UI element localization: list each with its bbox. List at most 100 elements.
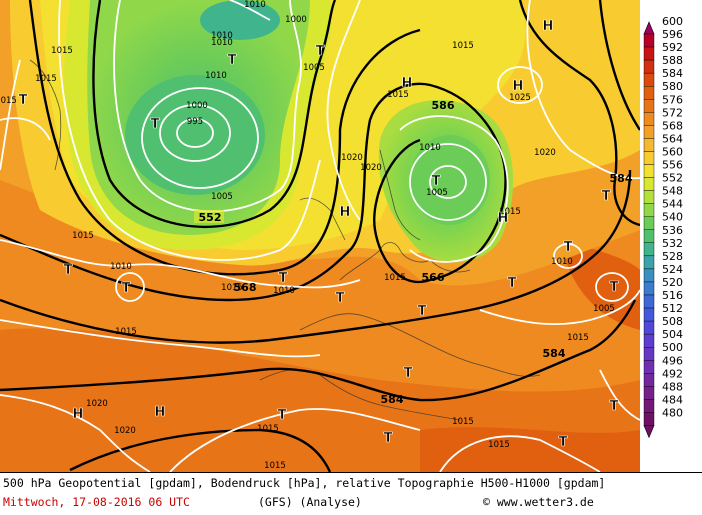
isobar-label: 1015 [72,231,94,241]
isobar-label: 1010 [244,0,266,10]
scale-tick-label: 576 [662,93,683,106]
isobar-label: 1010 [211,31,233,41]
scale-tick-label: 516 [662,289,683,302]
scale-tick-label: 540 [662,211,683,224]
isobar-label: 1020 [86,399,108,409]
isobar-label: 1015 [488,440,510,450]
scale-swatch [643,268,655,283]
scale-swatch [643,294,655,309]
low-pressure-marker: T [508,276,517,291]
scale-swatch [643,59,655,74]
high-pressure-marker: H [155,405,166,420]
low-pressure-marker: T [404,366,413,381]
weather-map: 1010 1000 1010 1010 1015 1005 995 1000 1… [0,0,640,472]
isobar-label: 1010 [205,71,227,81]
scale-tick-label: 572 [662,106,683,119]
isobar-label: 995 [187,117,203,127]
isobar-label: 1000 [285,15,307,25]
scale-tick-label: 496 [662,354,683,367]
isobar-label: 1015 [452,41,474,51]
scale-arrow-top [643,21,655,35]
caption-parameters: 500 hPa Geopotential [gpdam], Bodendruck… [3,476,606,490]
scale-swatch [643,320,655,335]
low-pressure-marker: T [151,117,160,132]
scale-tick-label: 600 [662,15,683,28]
scale-tick-label: 480 [662,406,683,419]
low-pressure-marker: T [602,189,611,204]
height-label: 568 [234,281,257,294]
low-pressure-marker: T [19,93,28,108]
scale-swatch [643,85,655,100]
isobar-label: 1015 [115,327,137,337]
low-pressure-marker: T [418,304,427,319]
scale-tick-label: 500 [662,341,683,354]
scale-tick-label: 592 [662,41,683,54]
isobar-label: 1025 [509,93,531,103]
isobar-label: 1020 [114,426,136,436]
isobar-label: 1020 [360,163,382,173]
scale-tick-label: 588 [662,54,683,67]
isobar-label: 1015 [384,273,406,283]
scale-swatch [643,399,655,413]
map-caption: 500 hPa Geopotential [gpdam], Bodendruck… [0,472,702,515]
low-pressure-marker: T [610,280,619,295]
scale-swatch [643,33,655,48]
isobar-label: 1010 [551,257,573,267]
isobar-label: 1015 [264,461,286,471]
scale-arrow-bottom [643,425,655,439]
low-pressure-marker: T [610,399,619,414]
low-pressure-marker: T [384,431,393,446]
height-label: 586 [432,99,455,112]
scale-swatch [643,138,655,152]
isobar-label: 1015 [452,417,474,427]
high-pressure-marker: H [73,407,84,422]
scale-tick-label: 484 [662,393,683,406]
scale-swatch [643,307,655,322]
height-label: 584 [543,347,566,360]
scale-tick-label: 564 [662,132,683,145]
isobar-label: 1015 [0,96,17,106]
scale-tick-label: 532 [662,237,683,250]
scale-swatch [643,347,655,361]
scale-swatch [643,333,655,348]
low-pressure-marker: T [559,435,568,450]
high-pressure-marker: H [543,19,554,34]
scale-tick-label: 508 [662,315,683,328]
isobar-label: 1010 [419,143,441,153]
scale-swatch [643,386,655,400]
isobar-label: 1010 [110,262,132,272]
scale-tick-label: 528 [662,250,683,263]
scale-swatch [643,373,655,387]
scale-tick-label: 552 [662,172,683,185]
scale-swatch [643,412,655,426]
scale-swatch [643,203,655,217]
scale-swatch [643,360,655,374]
low-pressure-marker: T [279,271,288,286]
low-pressure-marker: T [316,44,325,59]
low-pressure-marker: T [432,174,441,189]
scale-swatch [643,255,655,270]
scale-tick-label: 548 [662,185,683,198]
isobar-label: 1015 [221,283,243,293]
isobar-label: 1005 [211,192,233,202]
high-pressure-marker: H [513,79,524,94]
scale-tick-label: 520 [662,276,683,289]
isobar-label: 1015 [257,424,279,434]
isobar-label: 1005 [426,188,448,198]
scale-tick-label: 560 [662,145,683,158]
scale-swatch [643,112,655,126]
isobar-label: 1005 [593,304,615,314]
caption-credit: © www.wetter3.de [483,495,594,509]
scale-tick-label: 556 [662,159,683,172]
low-pressure-marker: T [228,53,237,68]
scale-swatch [643,229,655,244]
scale-swatch [643,190,655,204]
scale-swatch [643,99,655,113]
isobar-label: 1020 [534,148,556,158]
scale-tick-label: 524 [662,263,683,276]
isobar-label: 1015 [499,207,521,217]
low-pressure-marker: T [122,281,131,296]
isobar-label: 1000 [186,101,208,111]
scale-tick-label: 580 [662,80,683,93]
height-label: 584 [381,393,404,406]
